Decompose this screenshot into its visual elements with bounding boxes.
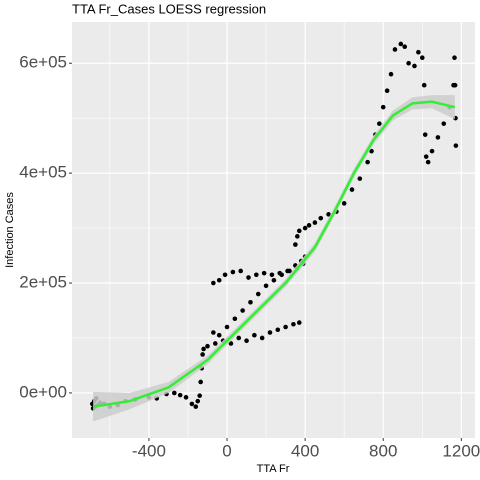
point [293,242,298,247]
point [296,228,302,234]
point [277,270,283,276]
point [246,275,251,280]
point [453,143,459,148]
point [357,176,363,181]
point [326,212,331,217]
point [369,148,374,154]
point [296,320,302,325]
y-tick-label: 4e+05 [19,163,67,182]
point [425,159,431,165]
point [255,291,261,297]
point [283,324,288,330]
point [189,401,195,407]
point [392,47,398,52]
point [452,82,458,88]
x-tick-label: 0 [222,441,231,460]
x-tick-label: 1200 [442,441,480,460]
point [201,346,206,352]
point [435,135,441,140]
y-tick-label: 0e+00 [19,382,67,401]
point [232,316,238,322]
point [254,272,259,278]
point [406,60,411,66]
point [302,225,308,231]
point [261,270,267,276]
point [259,335,265,341]
point [230,269,236,275]
x-tick-label: 800 [369,441,397,460]
x-tick-label: -400 [132,441,166,460]
point [275,327,281,333]
point [412,63,417,69]
point [197,393,202,398]
point [398,41,404,47]
point [172,390,177,396]
point [388,71,394,77]
point [306,223,312,228]
fit-line [92,100,456,408]
point [349,187,355,192]
point [318,215,324,221]
point [216,277,222,283]
x-axis-title: TTA Fr [257,463,290,475]
point [244,338,249,344]
point [422,132,428,137]
panel [72,22,475,438]
point [198,379,203,385]
point [183,395,189,400]
point [211,330,216,335]
point [228,341,234,346]
point [177,392,183,398]
point [238,268,243,274]
point [267,330,273,335]
point [269,272,275,278]
point [402,44,408,50]
point [384,88,390,93]
y-tick-label: 6e+05 [19,53,67,72]
y-axis-title: Infection Cases [4,192,16,268]
chart-title: TTA Fr_Cases LOESS regression [72,1,266,16]
point [341,201,347,206]
point [285,268,290,274]
point [213,341,218,346]
point [452,55,457,61]
point [193,404,199,409]
point [291,321,296,327]
point [240,308,245,313]
point [312,220,318,225]
point [419,55,425,61]
point [224,324,230,330]
point [295,234,300,239]
point [252,332,257,338]
point [236,335,242,341]
point [423,154,429,159]
point [377,121,382,126]
point [248,299,253,305]
point [380,104,386,110]
point [211,280,216,286]
point [205,343,210,349]
point [441,121,447,126]
point [195,398,201,404]
point [200,352,205,357]
point [222,272,228,278]
point [429,148,435,154]
point [271,277,277,283]
point [263,283,269,289]
x-tick-label: 400 [291,441,319,460]
point [216,332,222,338]
point [421,82,427,88]
point [416,49,421,55]
point [365,159,370,165]
y-tick-label: 2e+05 [19,273,67,292]
